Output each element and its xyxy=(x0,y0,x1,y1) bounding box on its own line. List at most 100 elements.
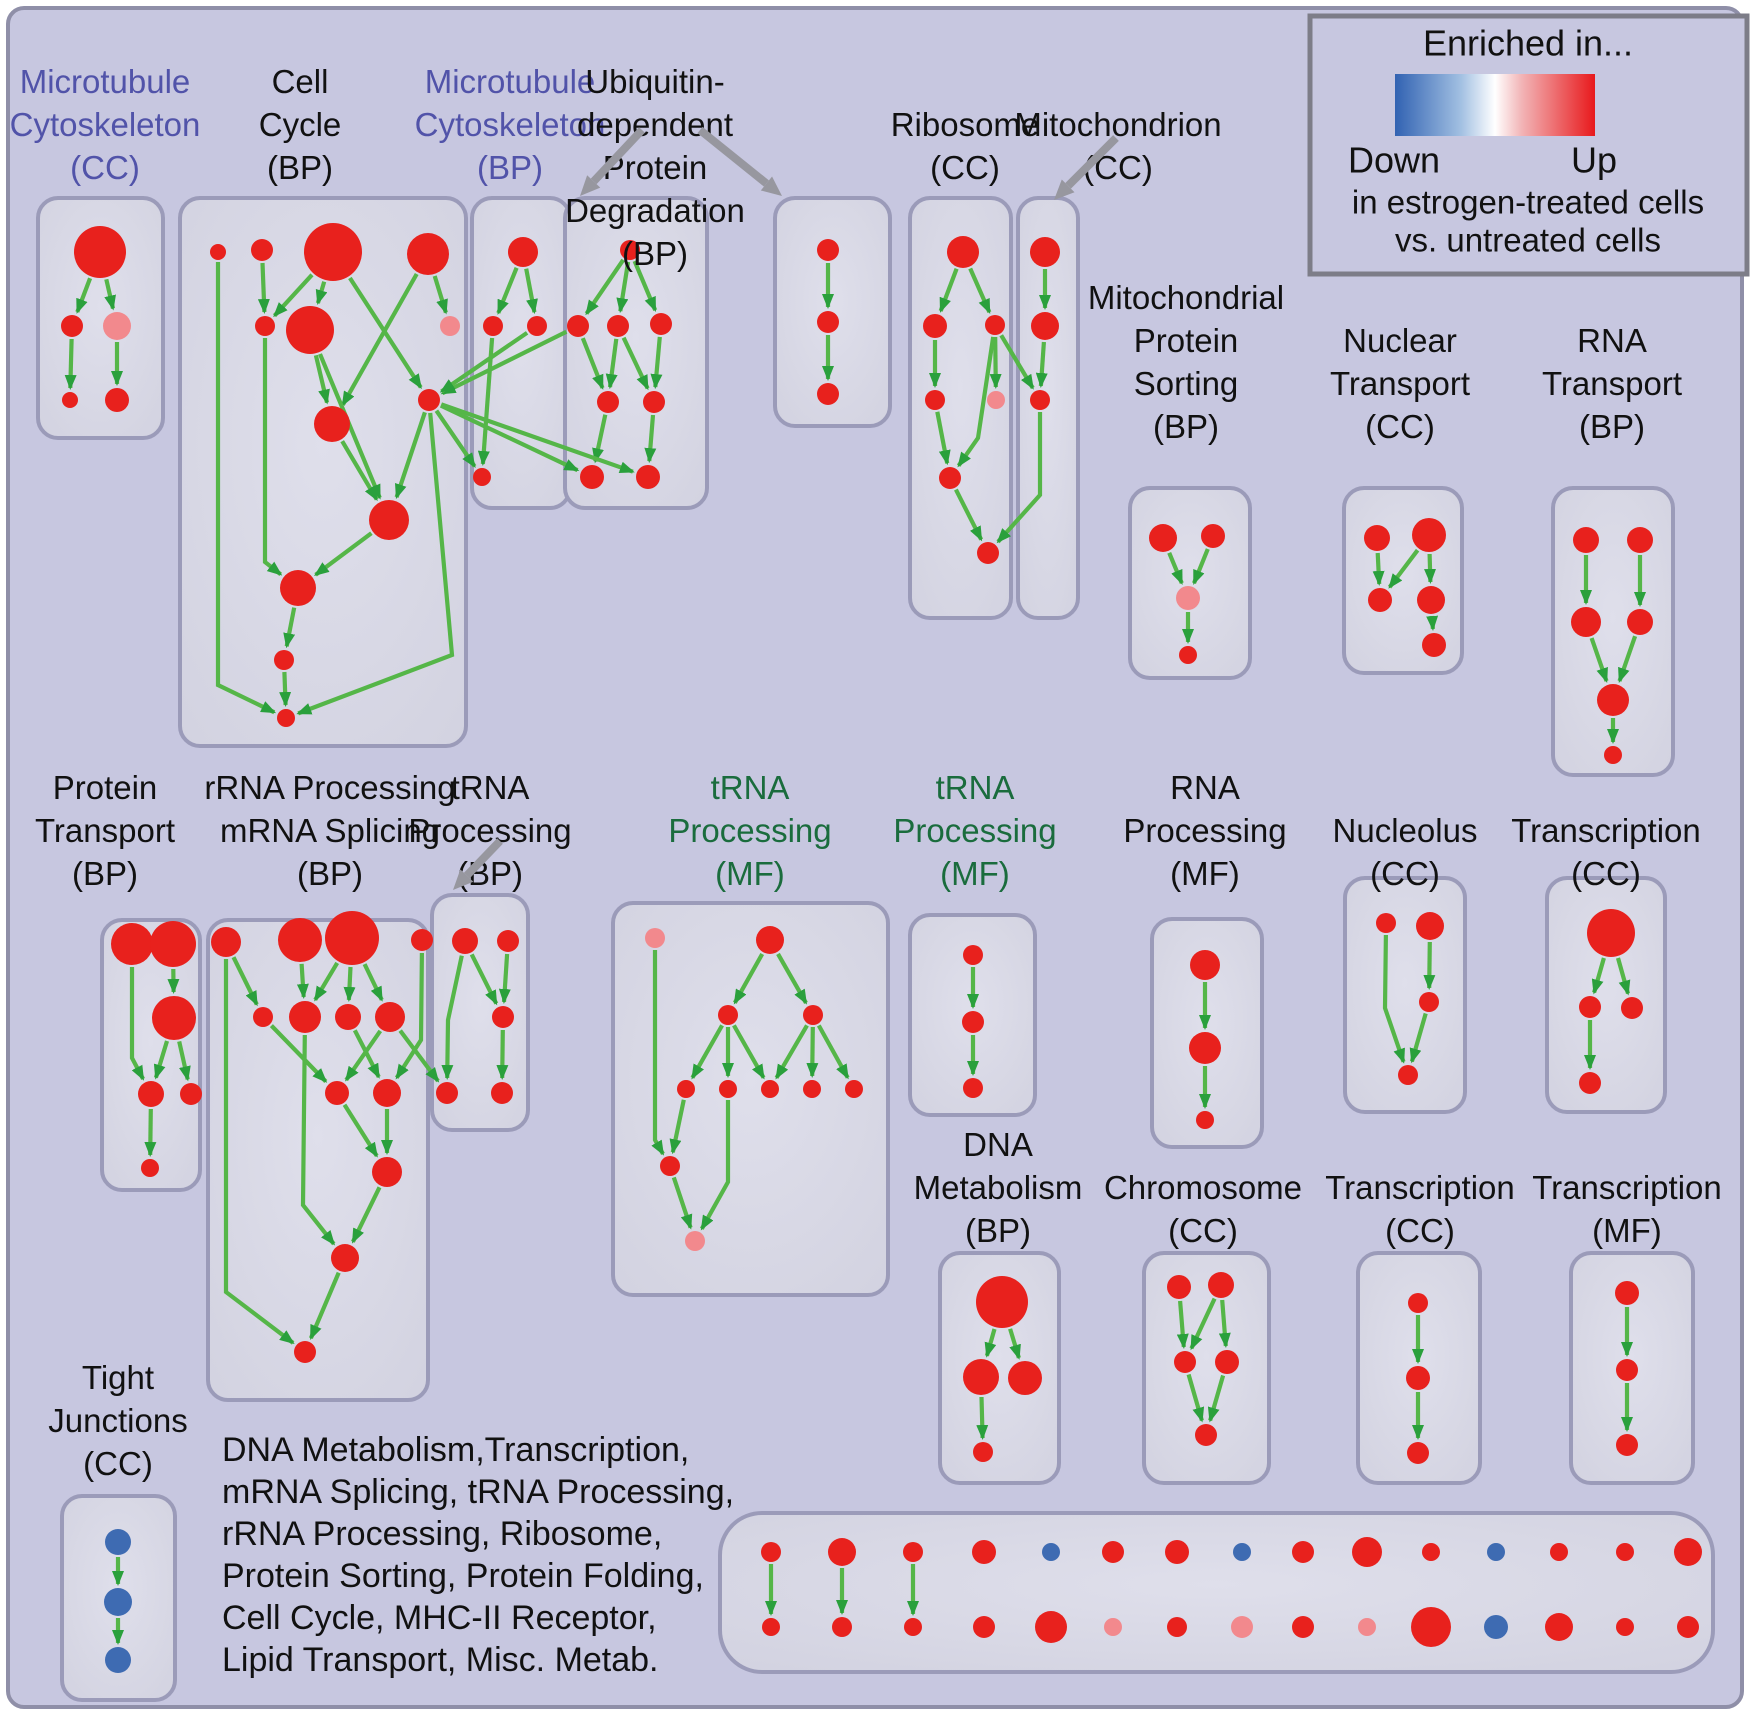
cross-edge xyxy=(996,412,1043,544)
dna-metabolism-bp-label-line-0: DNA xyxy=(963,1126,1033,1163)
note-text-line-4: Cell Cycle, MHC-II Receptor, xyxy=(222,1599,657,1637)
cell-cycle-bp-edge xyxy=(279,671,292,707)
trna-mf-2-label-line-0: tRNA xyxy=(936,769,1015,806)
mito-sorting-bp-node-1-red xyxy=(1201,524,1225,548)
cross-edge xyxy=(999,334,1035,390)
misc-metab-node-24-pink xyxy=(1358,1618,1376,1636)
dna-metabolism-bp-label-line-1: Metabolism xyxy=(914,1169,1083,1206)
mito-sorting-bp-node-3-red xyxy=(1179,646,1197,664)
ubiquitin-a-edge xyxy=(621,336,650,391)
tight-junctions-cc-node-0-blue xyxy=(105,1529,131,1555)
trna-mf-1-label-line-2: (MF) xyxy=(715,855,785,892)
misc-metab-node-19-red xyxy=(1035,1611,1067,1643)
transcription-mf-node-0-red xyxy=(1615,1281,1639,1305)
cross-edge xyxy=(398,1029,440,1083)
nucleolus-cc-node-1-red xyxy=(1416,912,1444,940)
ribosome-cc-node-1-red xyxy=(923,314,947,338)
transcription-cc-1-box xyxy=(1545,876,1667,1114)
trna-bp-node-4-red xyxy=(491,1082,513,1104)
ribosome-cc-label-line-1: (CC) xyxy=(930,149,1000,186)
nuclear-transport-cc-node-1-red xyxy=(1412,518,1446,552)
ribosome-cc-edge xyxy=(938,268,959,313)
tight-junctions-cc-node-1-blue xyxy=(104,1588,132,1616)
ubiquitin-a-edge xyxy=(592,414,608,464)
chromosome-cc-edge xyxy=(1207,1374,1226,1423)
rna-processing-mf-label-line-0: RNA xyxy=(1170,769,1240,806)
cross-edge xyxy=(440,402,635,474)
note-text-block: DNA Metabolism,Transcription, mRNA Splici… xyxy=(222,1431,734,1679)
misc-metab-node-8-red xyxy=(1292,1541,1314,1563)
trna-mf-1-node-6-red xyxy=(761,1080,779,1098)
nuclear-transport-cc-node-4-red xyxy=(1422,633,1446,657)
cell-cycle-bp-edge xyxy=(313,354,330,405)
nuclear-transport-cc-edge xyxy=(1387,548,1420,589)
cell-cycle-bp-node-12-red xyxy=(277,709,295,727)
nuclear-transport-cc-node-0-red xyxy=(1364,525,1390,551)
trna-bp-arrow xyxy=(453,838,503,890)
trna-mf-1-node-10-pink xyxy=(685,1231,705,1251)
rrna-mrna-bp-label: rRNA Processing mRNA Splicing (BP) xyxy=(204,769,455,892)
ubiquitin-left-arrow xyxy=(580,127,645,196)
rrna-mrna-bp-edge xyxy=(231,956,259,1007)
dna-metabolism-bp-label: DNA Metabolism (BP) xyxy=(914,1126,1083,1249)
rrna-mrna-bp-node-4-red xyxy=(253,1007,273,1027)
cell-cycle-bp-edge xyxy=(313,531,373,577)
nuclear-transport-cc-node-3-red xyxy=(1417,586,1445,614)
trna-mf-1-label-line-1: Processing xyxy=(668,812,831,849)
microtubule-cc-node-1-red xyxy=(61,315,83,337)
misc-metab-node-22-pink xyxy=(1231,1616,1253,1638)
dna-metabolism-bp-edge xyxy=(984,1328,997,1358)
trna-mf-2-label-line-2: (MF) xyxy=(940,855,1010,892)
microtubule-bp-node-1-red xyxy=(483,316,503,336)
rna-transport-bp-label-line-2: (BP) xyxy=(1579,408,1645,445)
rrna-mrna-bp-node-1-red xyxy=(278,918,322,962)
misc-metab-node-12-red xyxy=(1550,1543,1568,1561)
protein-transport-bp-node-4-red xyxy=(180,1083,202,1105)
transcription-cc-1-label: Transcription (CC) xyxy=(1511,812,1701,892)
transcription-cc-2-node-0-red xyxy=(1408,1293,1428,1313)
nuclear-transport-cc-label: Nuclear Transport (CC) xyxy=(1330,322,1470,445)
legend-box xyxy=(1307,13,1750,277)
rna-transport-bp-node-4-red xyxy=(1597,684,1629,716)
cell-cycle-bp-label: Cell Cycle (BP) xyxy=(259,63,342,186)
cell-cycle-bp-node-8-red xyxy=(418,389,440,411)
microtubule-cc-label-line-1: Cytoskeleton xyxy=(10,106,201,143)
misc-metab-node-15-red xyxy=(762,1618,780,1636)
cell-cycle-bp-node-9-red xyxy=(369,500,409,540)
mito-sorting-bp-label-line-2: Sorting xyxy=(1134,365,1239,402)
rna-transport-bp-node-5-red xyxy=(1604,746,1622,764)
ubiquitin-a-label-line-3: Degradation xyxy=(565,192,745,229)
nuclear-transport-cc-edge xyxy=(1424,553,1437,584)
chromosome-cc-label: Chromosome (CC) xyxy=(1104,1169,1302,1249)
trna-bp-node-1-red xyxy=(497,930,519,952)
rrna-mrna-bp-edge xyxy=(223,959,295,1345)
tight-junctions-cc-label: Tight Junctions (CC) xyxy=(48,1359,187,1482)
tight-junctions-cc-label-line-0: Tight xyxy=(82,1359,154,1396)
rrna-mrna-bp-edge xyxy=(296,963,309,999)
microtubule-bp-label-line-2: (BP) xyxy=(477,149,543,186)
rna-transport-bp-node-3-red xyxy=(1627,609,1653,635)
ribosome-cc-node-4-pink xyxy=(987,391,1005,409)
trna-mf-1-edge xyxy=(806,1026,819,1078)
nucleolus-cc-edge xyxy=(1423,941,1436,990)
cell-cycle-bp-edge xyxy=(283,607,297,649)
mito-sorting-bp-label: Mitochondrial Protein Sorting (BP) xyxy=(1088,279,1284,445)
mitochondrion-cc-node-0-red xyxy=(1030,237,1060,267)
microtubule-bp-node-2-red xyxy=(527,316,547,336)
legend-gradient-bar xyxy=(1395,74,1595,136)
nucleolus-cc-node-2-red xyxy=(1419,992,1439,1012)
mitochondrion-cc-label-line-0: Mitochondrion xyxy=(1014,106,1221,143)
rna-processing-mf-label-line-1: Processing xyxy=(1123,812,1286,849)
microtubule-cc-label: Microtubule Cytoskeleton (CC) xyxy=(10,63,201,186)
rna-processing-mf-label: RNA Processing (MF) xyxy=(1123,769,1286,892)
rrna-mrna-bp-edge xyxy=(313,961,340,1002)
protein-transport-bp-label-line-1: Transport xyxy=(35,812,175,849)
ubiquitin-a-node-3-red xyxy=(650,313,672,335)
mitochondrion-arrow-shaft xyxy=(1065,135,1119,189)
legend-subtitle-2: vs. untreated cells xyxy=(1395,222,1661,259)
transcription-cc-1-label-line-0: Transcription xyxy=(1511,812,1701,849)
dna-metabolism-bp-edge xyxy=(1008,1328,1021,1360)
microtubule-cc-node-2-pink xyxy=(103,312,131,340)
